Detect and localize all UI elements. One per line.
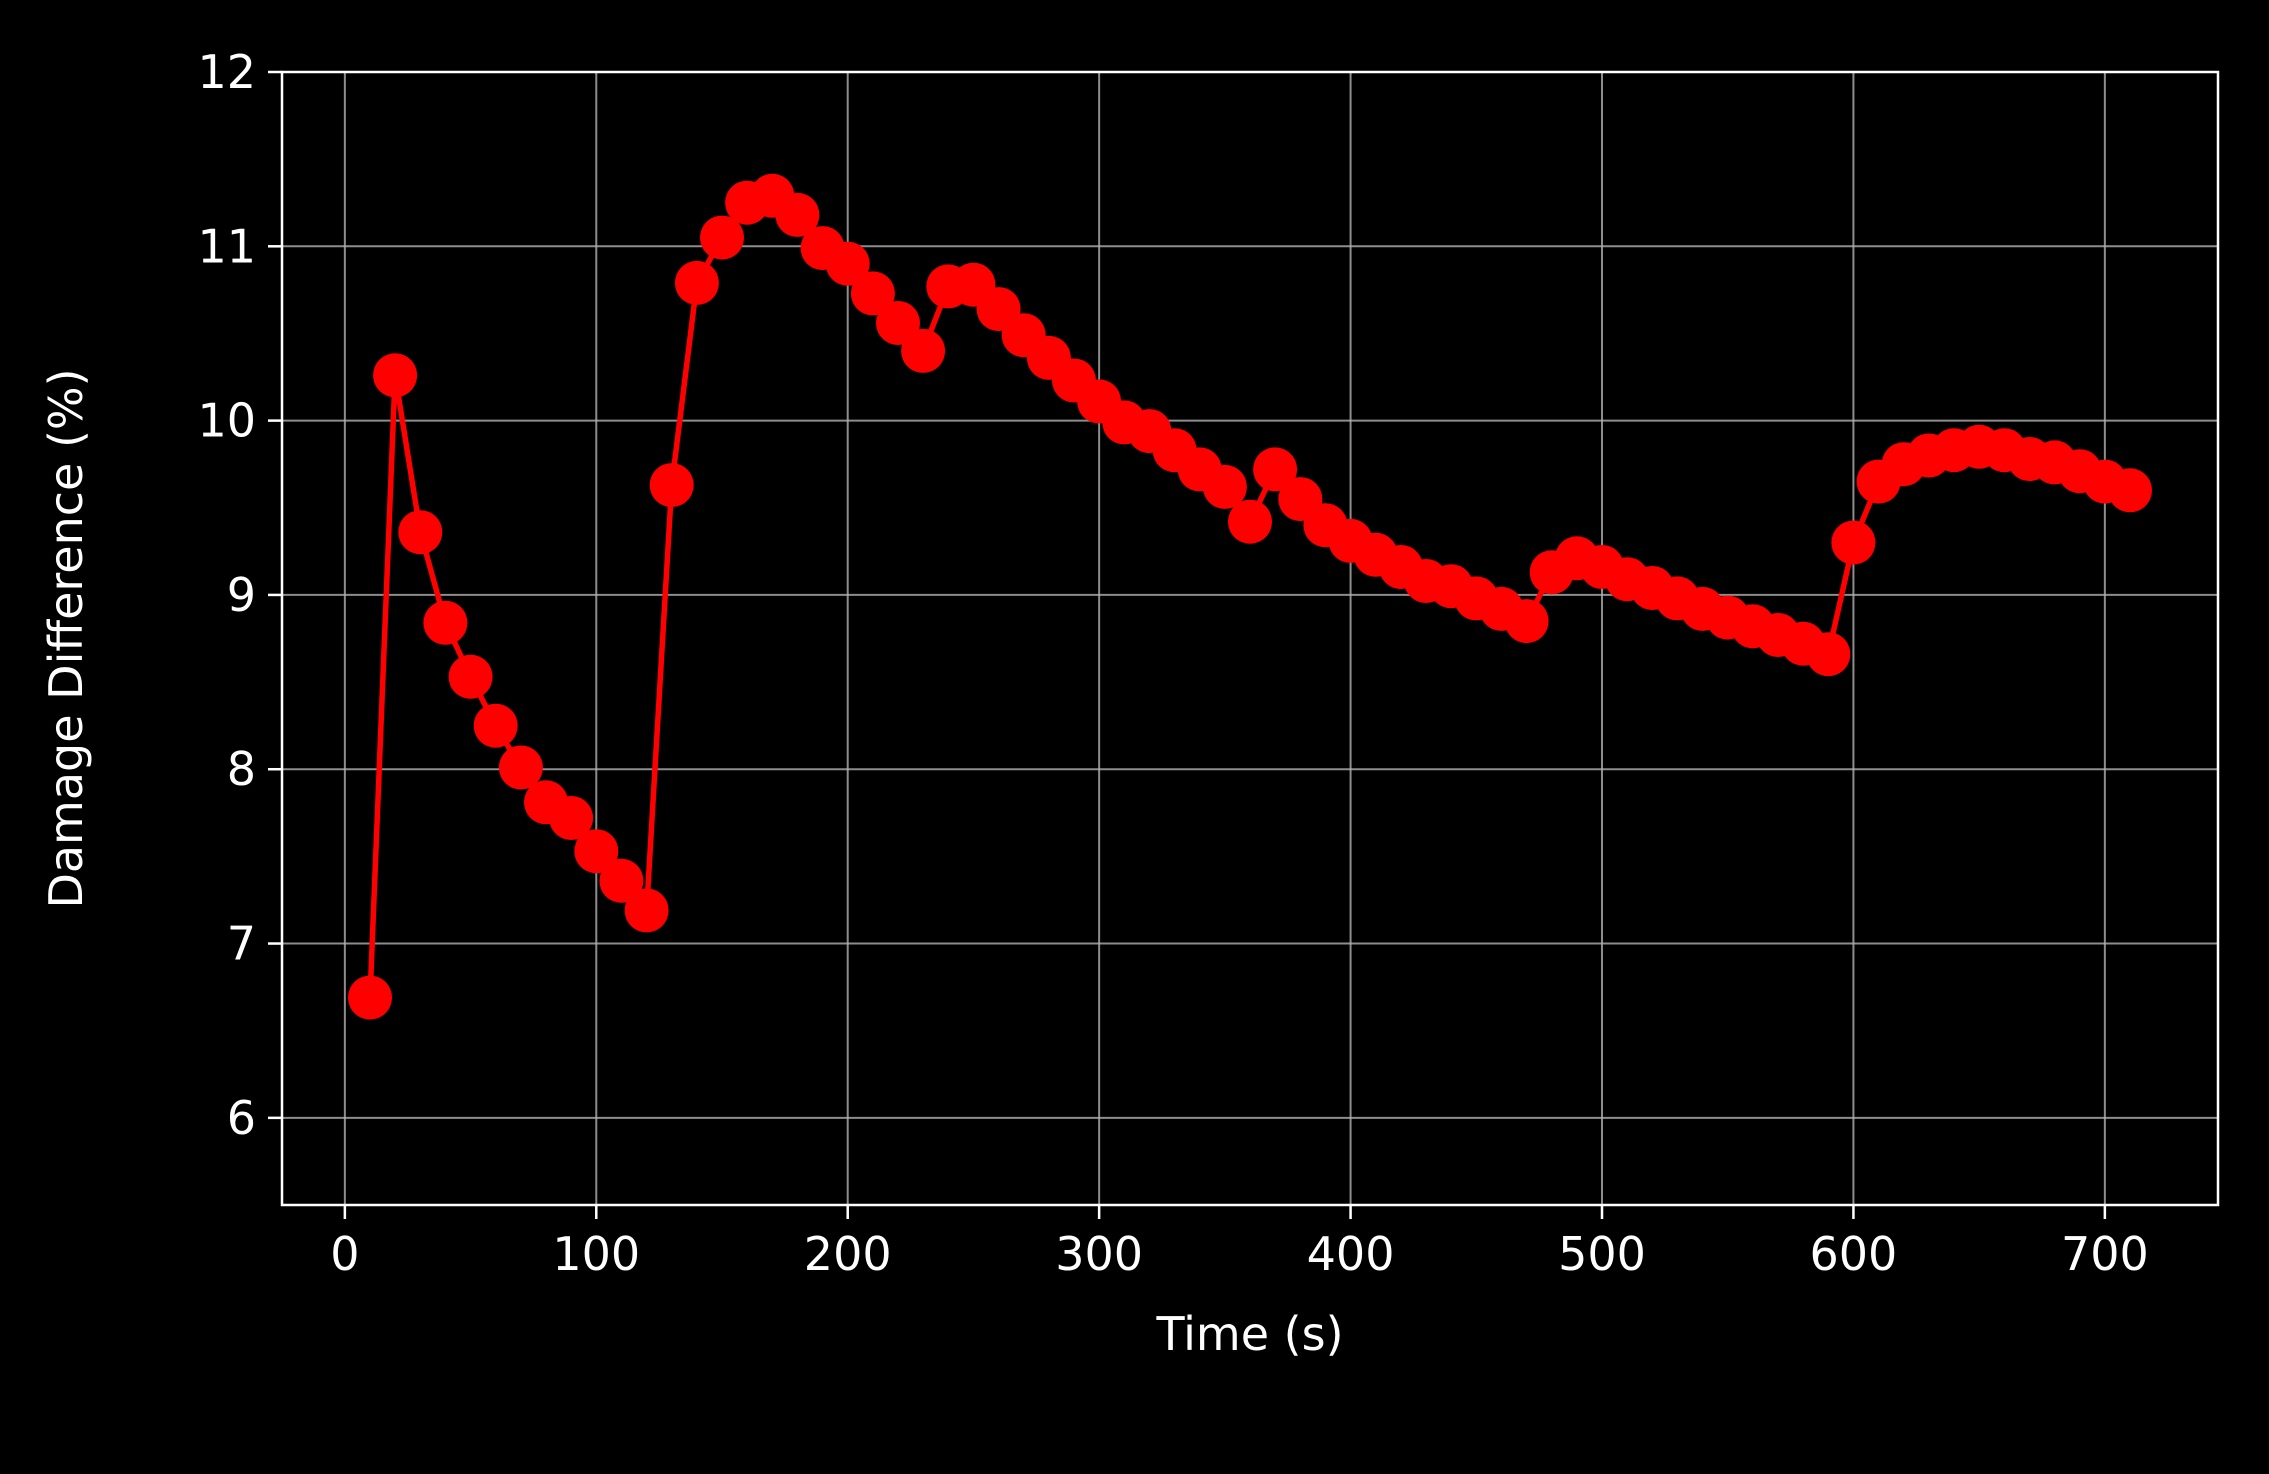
data-point <box>2108 468 2152 513</box>
data-point <box>574 829 619 874</box>
data-point <box>1831 520 1876 565</box>
ticks: 0 100 200 300 400 500 600 700 6 7 8 9 10 11 12 <box>197 45 2148 1281</box>
data-point <box>473 703 518 748</box>
series-layer <box>348 173 2152 1020</box>
x-tick-label: 600 <box>1810 1227 1898 1281</box>
data-point <box>448 654 493 699</box>
y-tick-label: 11 <box>197 219 256 273</box>
data-point <box>624 888 669 933</box>
y-tick-label: 12 <box>197 45 256 99</box>
y-axis-label: Damage Difference (%) <box>39 368 93 908</box>
data-point <box>876 301 920 345</box>
x-tick-label: 100 <box>552 1227 640 1281</box>
data-point <box>423 600 468 645</box>
x-tick-label: 500 <box>1558 1227 1646 1281</box>
x-tick-label: 200 <box>804 1227 892 1281</box>
data-point <box>398 510 443 555</box>
data-point <box>1806 632 1851 677</box>
y-tick-label: 7 <box>227 917 256 971</box>
data-point <box>549 796 594 840</box>
data-point <box>649 463 694 508</box>
x-tick-label: 400 <box>1307 1227 1395 1281</box>
data-point <box>901 328 946 373</box>
x-tick-label: 700 <box>2061 1227 2149 1281</box>
data-point <box>498 745 543 790</box>
data-point <box>850 271 895 316</box>
y-tick-label: 6 <box>227 1091 256 1145</box>
y-tick-label: 9 <box>227 568 256 622</box>
y-tick-label: 8 <box>227 742 256 796</box>
x-tick-label: 300 <box>1055 1227 1143 1281</box>
data-point <box>1202 464 1247 509</box>
x-tick-label: 0 <box>330 1227 359 1281</box>
data-point <box>599 858 644 903</box>
data-point <box>1504 599 1549 644</box>
data-point <box>775 192 820 237</box>
data-point <box>674 260 719 305</box>
data-point <box>700 215 744 260</box>
data-point <box>373 353 418 398</box>
y-tick-label: 10 <box>197 394 256 448</box>
axes-frame <box>280 70 2220 1207</box>
data-point <box>1228 499 1272 544</box>
data-point <box>1253 447 1298 492</box>
data-point <box>825 241 870 286</box>
x-axis-label: Time (s) <box>1155 1307 1343 1361</box>
data-point <box>348 975 392 1020</box>
